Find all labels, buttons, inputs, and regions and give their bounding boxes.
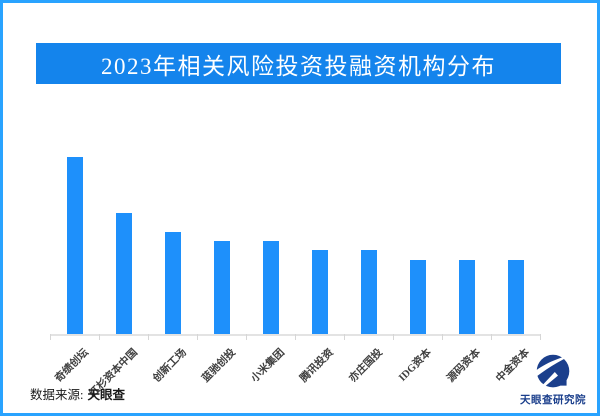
x-axis-label: 腾讯投资	[297, 347, 336, 385]
bar	[507, 260, 524, 334]
bar	[66, 157, 83, 334]
x-axis-tick	[148, 334, 149, 340]
bar	[311, 250, 328, 334]
bar	[458, 260, 475, 334]
x-axis-tick	[344, 334, 345, 340]
bar	[213, 241, 230, 334]
x-axis-tick	[393, 334, 394, 340]
bar	[360, 250, 377, 334]
x-axis-tick	[246, 334, 247, 340]
bar	[115, 213, 132, 334]
x-axis-tick	[295, 334, 296, 340]
x-axis-tick	[197, 334, 198, 340]
tianyancha-logo-icon	[532, 353, 575, 388]
x-axis-label: 亦庄国投	[346, 347, 385, 385]
data-source-name: 天眼查	[87, 388, 125, 402]
x-axis-label: 源码资本	[444, 347, 483, 385]
x-axis-tick	[99, 334, 100, 340]
branding-text: 天眼查研究院	[520, 394, 586, 406]
bar	[164, 232, 181, 334]
data-source: 数据来源: 天眼查	[30, 384, 125, 403]
x-axis-tick	[491, 334, 492, 340]
x-axis-label: 小米集团	[248, 347, 287, 385]
bar	[409, 260, 426, 334]
x-axis-label: 创新工场	[150, 347, 189, 385]
bar	[262, 241, 279, 334]
chart-title: 2023年相关风险投资投融资机构分布	[101, 53, 496, 79]
x-axis-label: 奇绩创坛	[52, 347, 91, 385]
x-axis-tick	[50, 334, 51, 340]
bar-chart: 奇绩创坛 红杉资本中国 创新工场 蓝驰创投 小米集团 腾讯投资 亦庄国投 IDG资本 源码资本中…	[3, 3, 597, 413]
x-axis-label: IDG资本	[396, 347, 434, 384]
branding: 天眼查研究院	[511, 353, 595, 407]
data-source-label: 数据来源:	[30, 388, 84, 402]
x-axis-label: 蓝驰创投	[199, 347, 238, 385]
chart-title-banner: 2023年相关风险投资投融资机构分布	[36, 43, 561, 84]
x-axis-tick	[442, 334, 443, 340]
x-axis-tick	[540, 334, 541, 340]
